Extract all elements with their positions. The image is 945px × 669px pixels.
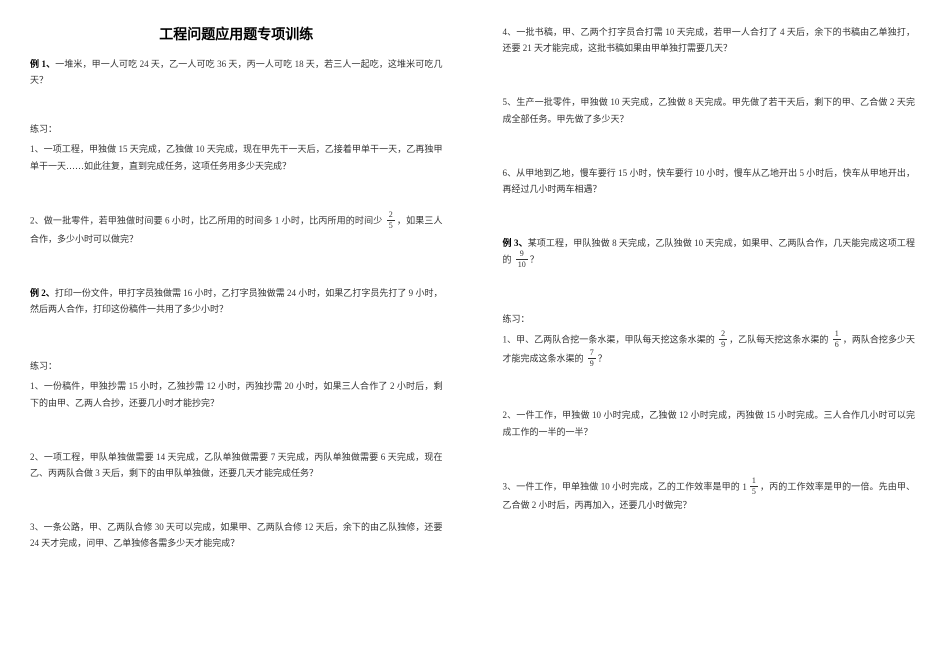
problem-3-1-a: 1、甲、乙两队合挖一条水渠，甲队每天挖这条水渠的	[503, 335, 715, 345]
example-1-text: 一堆米，甲一人可吃 24 天，乙一人可吃 36 天，丙一人可吃 18 天，若三人…	[30, 59, 442, 85]
frac-num: 7	[588, 349, 596, 359]
page-right: 4、一批书稿，甲、乙两个打字员合打需 10 天完成，若甲一人合打了 4 天后，余…	[473, 0, 945, 669]
frac-num: 9	[516, 250, 528, 260]
problem-3-3-a: 3、一件工作，甲单独做 10 小时完成，乙的工作效率是甲的	[503, 481, 740, 491]
fraction-9-10: 9 10	[516, 250, 528, 269]
fraction-7-9: 7 9	[588, 349, 596, 368]
fraction-1-6: 1 6	[833, 330, 841, 349]
frac-den: 9	[588, 359, 596, 368]
problem-3-1-b: ，乙队每天挖这条水渠的	[729, 335, 828, 345]
problem-1-2-text-a: 2、做一批零件，若甲独做时间要 6 小时，比乙所用的时间多 1 小时，比丙所用的…	[30, 215, 382, 225]
frac-num: 2	[387, 211, 395, 221]
frac-num: 2	[719, 330, 727, 340]
example-3-text-b: ？	[530, 255, 539, 265]
frac-den: 5	[387, 221, 395, 230]
frac-num: 1	[833, 330, 841, 340]
problem-2-3: 3、一条公路，甲、乙两队合修 30 天可以完成，如果甲、乙两队合修 12 天后，…	[30, 519, 443, 551]
example-1-label: 例 1、	[30, 59, 55, 69]
problem-1-2: 2、做一批零件，若甲独做时间要 6 小时，比乙所用的时间多 1 小时，比丙所用的…	[30, 212, 443, 247]
example-1: 例 1、一堆米，甲一人可吃 24 天，乙一人可吃 36 天，丙一人可吃 18 天…	[30, 56, 443, 88]
example-3: 例 3、某项工程，甲队独做 8 天完成，乙队独做 10 天完成，如果甲、乙两队合…	[503, 235, 916, 270]
practice-3-label: 练习：	[503, 312, 916, 325]
frac-den: 10	[516, 260, 528, 269]
example-3-text-a: 某项工程，甲队独做 8 天完成，乙队独做 10 天完成，如果甲、乙两队合作，几天…	[503, 238, 915, 265]
frac-den: 5	[750, 487, 758, 496]
problem-1-1: 1、一项工程，甲独做 15 天完成，乙独做 10 天完成，现在甲先干一天后，乙接…	[30, 141, 443, 173]
mixed-1-1-5: 1 1 5	[742, 478, 760, 497]
frac-den: 6	[833, 340, 841, 349]
problem-3-2: 2、一件工作，甲独做 10 小时完成，乙独做 12 小时完成，丙独做 15 小时…	[503, 407, 916, 439]
example-2: 例 2、打印一份文件，甲打字员独做需 16 小时，乙打字员独做需 24 小时，如…	[30, 285, 443, 317]
problem-r-5: 5、生产一批零件，甲独做 10 天完成，乙独做 8 天完成。甲先做了若干天后，剩…	[503, 94, 916, 126]
problem-3-3: 3、一件工作，甲单独做 10 小时完成，乙的工作效率是甲的 1 1 5 ，丙的工…	[503, 478, 916, 513]
problem-2-2: 2、一项工程，甲队单独做需要 14 天完成，乙队单独做需要 7 天完成，丙队单独…	[30, 449, 443, 481]
problem-3-1-d: ？	[598, 354, 607, 364]
practice-1-label: 练习：	[30, 122, 443, 135]
frac-num: 1	[750, 477, 758, 487]
example-3-label: 例 3、	[503, 238, 528, 248]
document-title: 工程问题应用题专项训练	[30, 24, 443, 44]
problem-r-4: 4、一批书稿，甲、乙两个打字员合打需 10 天完成，若甲一人合打了 4 天后，余…	[503, 24, 916, 56]
page-left: 工程问题应用题专项训练 例 1、一堆米，甲一人可吃 24 天，乙一人可吃 36 …	[0, 0, 473, 669]
problem-3-1: 1、甲、乙两队合挖一条水渠，甲队每天挖这条水渠的 2 9 ，乙队每天挖这条水渠的…	[503, 331, 916, 369]
fraction-1-5: 1 5	[750, 477, 758, 496]
problem-r-6: 6、从甲地到乙地，慢车要行 15 小时，快车要行 10 小时，慢车从乙地开出 5…	[503, 165, 916, 197]
frac-den: 9	[719, 340, 727, 349]
problem-2-1: 1、一份稿件，甲独抄需 15 小时，乙独抄需 12 小时，丙独抄需 20 小时，…	[30, 378, 443, 410]
mixed-whole: 1	[742, 479, 747, 495]
example-2-text: 打印一份文件，甲打字员独做需 16 小时，乙打字员独做需 24 小时，如果乙打字…	[30, 288, 442, 314]
fraction-2-5: 2 5	[387, 211, 395, 230]
practice-2-label: 练习：	[30, 359, 443, 372]
fraction-2-9: 2 9	[719, 330, 727, 349]
example-2-label: 例 2、	[30, 288, 55, 298]
